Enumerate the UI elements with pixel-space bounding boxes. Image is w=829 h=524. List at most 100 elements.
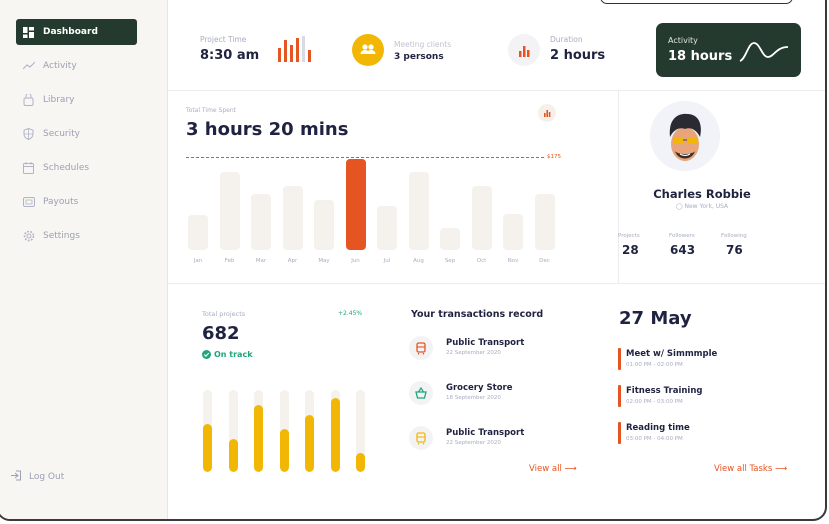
shield-icon xyxy=(22,128,35,141)
divider xyxy=(168,90,825,91)
projects-stat-label: Projects xyxy=(618,233,640,239)
following-stat-label: Following xyxy=(721,233,747,239)
sidebar-item-library[interactable]: Library xyxy=(16,87,137,113)
project-time-value: 8:30 am xyxy=(200,48,260,63)
chart-bar[interactable] xyxy=(503,214,523,250)
project-time-label: Project Time xyxy=(200,35,247,44)
transaction-date: 18 September 2020 xyxy=(446,395,501,401)
transactions-title: Your transactions record xyxy=(411,309,544,320)
project-bar-fill xyxy=(279,429,289,472)
chart-tick-label: Jan xyxy=(193,258,203,264)
logout-icon xyxy=(10,470,22,484)
profile-name: Charles Robbie xyxy=(653,187,751,201)
chart-bar[interactable] xyxy=(440,228,460,250)
chart-bar[interactable] xyxy=(345,159,366,250)
activity-label: Activity xyxy=(668,36,698,45)
chart-bar[interactable] xyxy=(314,200,334,250)
profile-location: ◯ New York, USA xyxy=(618,203,786,210)
view-all-label: View all xyxy=(529,464,562,474)
transaction-title: Public Transport xyxy=(446,338,525,348)
sidebar-item-label: Library xyxy=(43,95,75,105)
sidebar-nav: Dashboard Activity Library Security xyxy=(16,19,137,257)
chart-bar[interactable] xyxy=(251,194,271,250)
sidebar-item-label: Dashboard xyxy=(43,27,98,37)
chart-tick-label: May xyxy=(318,258,330,264)
chart-bar[interactable] xyxy=(377,206,397,250)
project-time-sparkbars xyxy=(278,36,311,62)
view-all-tasks-label: View all Tasks xyxy=(714,464,773,474)
view-all-tasks-link[interactable]: View all Tasks ⟶ xyxy=(714,464,787,474)
event-time: 03:00 PM - 04:00 PM xyxy=(626,436,683,442)
chart-tick-label: Jun xyxy=(351,258,360,264)
followers-stat-label: Followers xyxy=(669,233,695,239)
project-bar-fill xyxy=(203,424,212,472)
divider xyxy=(168,283,825,284)
chart-tick-label: Mar xyxy=(255,258,267,264)
status-text: On track xyxy=(214,350,253,359)
chart-tick-label: Dec xyxy=(539,258,550,264)
sidebar-item-schedules[interactable]: Schedules xyxy=(16,155,137,181)
payouts-icon xyxy=(22,196,35,209)
time-spent-value: 3 hours 20 mins xyxy=(186,119,349,140)
event-title: Fitness Training xyxy=(626,386,703,396)
event-marker xyxy=(618,422,621,444)
event-time: 02:00 PM - 03:00 PM xyxy=(626,399,683,405)
bus-icon xyxy=(409,426,433,450)
sidebar-item-payouts[interactable]: Payouts xyxy=(16,189,137,215)
following-stat-value: 76 xyxy=(726,243,743,257)
project-bar xyxy=(330,390,340,472)
bar-chart-toggle-icon[interactable] xyxy=(538,104,556,122)
view-all-transactions-link[interactable]: View all ⟶ xyxy=(529,464,577,474)
chart-bar[interactable] xyxy=(534,194,555,250)
transaction-date: 22 September 2020 xyxy=(446,440,501,446)
sidebar-item-label: Settings xyxy=(43,231,80,241)
chart-bar[interactable] xyxy=(471,186,492,250)
chart-bar[interactable] xyxy=(408,172,429,250)
top-control[interactable] xyxy=(600,0,793,4)
chart-bar[interactable] xyxy=(219,172,240,250)
sidebar-item-label: Schedules xyxy=(43,163,90,173)
profile-location-text: New York, USA xyxy=(684,203,729,210)
sidebar-item-label: Payouts xyxy=(43,197,79,207)
event-marker xyxy=(618,348,621,370)
chart-tick-label: Sep xyxy=(444,258,456,264)
chart-tick-label: Aug xyxy=(413,258,424,264)
activity-card[interactable]: Activity 18 hours xyxy=(656,23,801,77)
sidebar-item-dashboard[interactable]: Dashboard xyxy=(16,19,137,45)
dashboard-icon xyxy=(22,26,35,39)
schedule-date: 27 May xyxy=(619,308,692,329)
bus-icon xyxy=(409,336,433,360)
total-projects-value: 682 xyxy=(202,323,240,344)
arrow-right-icon: ⟶ xyxy=(774,464,788,474)
chart-tick-label: Oct xyxy=(476,258,487,264)
project-bar-fill xyxy=(254,405,263,472)
avatar-illustration xyxy=(669,113,701,161)
activity-value: 18 hours xyxy=(668,49,733,64)
logout-button[interactable]: Log Out xyxy=(10,470,64,484)
sidebar-item-activity[interactable]: Activity xyxy=(16,53,137,79)
project-bar xyxy=(356,390,365,472)
project-bar xyxy=(279,390,289,472)
duration-value: 2 hours xyxy=(550,48,606,63)
library-icon xyxy=(22,94,35,107)
projects-stat-value: 28 xyxy=(622,243,639,257)
transaction-date: 22 September 2020 xyxy=(446,350,501,356)
activity-icon xyxy=(22,60,35,73)
status-badge: On track xyxy=(202,350,253,359)
sidebar-item-settings[interactable]: Settings xyxy=(16,223,137,249)
project-bar xyxy=(228,390,238,472)
logout-label: Log Out xyxy=(29,472,65,482)
project-bar-fill xyxy=(330,398,340,472)
users-icon xyxy=(352,34,384,66)
meeting-value: 3 persons xyxy=(394,52,444,62)
sidebar-item-security[interactable]: Security xyxy=(16,121,137,147)
chart-icon xyxy=(508,34,540,66)
chart-bar[interactable] xyxy=(282,186,303,250)
chart-bar[interactable] xyxy=(188,215,208,250)
project-bar-fill xyxy=(305,415,314,472)
total-projects-label: Total projects xyxy=(202,310,246,318)
gear-icon xyxy=(22,230,35,243)
activity-sparkline-icon xyxy=(739,42,789,62)
threshold-label: $175 xyxy=(547,154,561,160)
